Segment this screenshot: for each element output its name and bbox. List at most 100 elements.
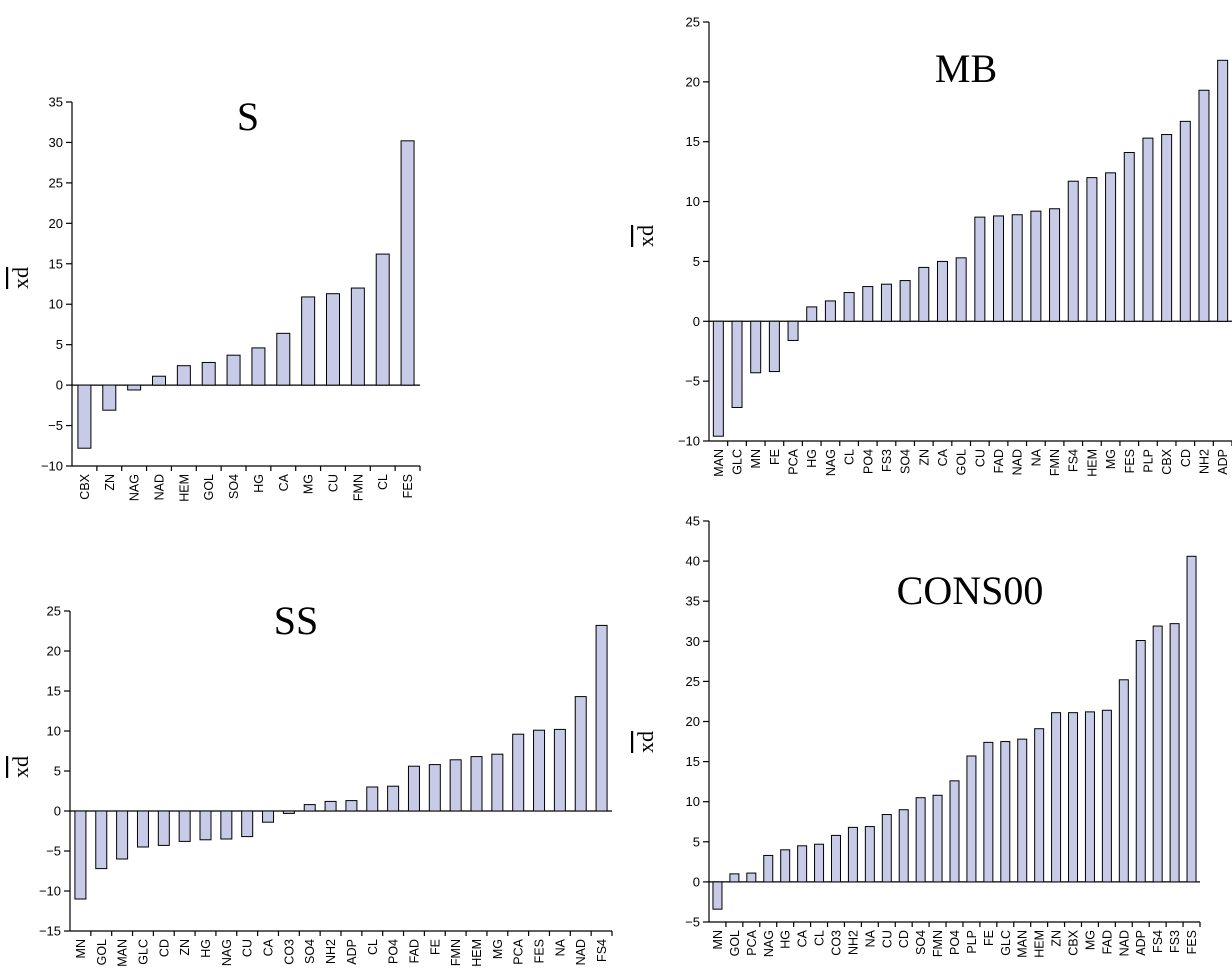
category-label: GOL xyxy=(95,939,109,965)
bar-fes xyxy=(1186,555,1197,883)
bar-fs4 xyxy=(595,624,608,812)
chart-title: MB xyxy=(935,46,997,91)
bar-nag xyxy=(824,300,836,322)
y-tick-label: 30 xyxy=(49,135,63,150)
category-label: GOL xyxy=(202,474,216,500)
bar-hg xyxy=(199,810,212,841)
bar-glc xyxy=(136,810,149,848)
y-tick-label: −10 xyxy=(39,884,61,899)
category-label: SO4 xyxy=(899,449,913,474)
y-tick-label: 20 xyxy=(49,216,63,231)
chart-panel-ss: −15 −10 −5 0 5 10 15 20 25 MN GOL MAN GLC CD ZN HG NAG CU… xyxy=(8,598,613,967)
category-label: CA xyxy=(262,938,276,956)
category-label: MN xyxy=(711,930,725,949)
y-tick-label: −5 xyxy=(48,418,63,433)
bar-po4 xyxy=(949,780,960,883)
category-label: MN xyxy=(749,449,763,468)
category-label: MG xyxy=(1104,449,1118,469)
category-label: FE xyxy=(428,939,442,955)
category-label: GOL xyxy=(728,930,742,956)
y-tick-label: 0 xyxy=(54,804,61,819)
bar-po4 xyxy=(862,286,874,322)
category-label: CA xyxy=(796,929,810,947)
bar-ca xyxy=(276,332,291,386)
category-label: FAD xyxy=(407,939,421,963)
category-label: MN xyxy=(74,939,88,958)
y-tick-label: 0 xyxy=(693,874,700,889)
bar-na xyxy=(553,728,566,812)
bar-zn xyxy=(918,266,930,322)
chart-panel-mb: −10 −5 0 5 10 15 20 25 MAN GLC MN FE PCA HG NAG CL PO4 FS… xyxy=(633,15,1232,477)
bar-fmn xyxy=(449,759,462,812)
bar-fad xyxy=(993,215,1005,322)
bar-plp xyxy=(966,755,977,883)
chart-panel-cons00: −5 0 5 10 15 20 25 30 35 40 45 MN GOL PCA NAG HG CA CL CO3… xyxy=(633,514,1201,958)
bar-man xyxy=(712,320,724,437)
bar-nad xyxy=(1118,679,1129,883)
chart-title: SS xyxy=(274,598,319,643)
category-label: FS3 xyxy=(1168,930,1182,953)
category-label: FE xyxy=(982,930,996,946)
bar-nh2 xyxy=(1198,89,1210,322)
category-label: HEM xyxy=(177,474,191,502)
category-label: MG xyxy=(491,939,505,959)
bar-zn xyxy=(102,384,117,411)
bar-pca xyxy=(512,733,525,812)
bar-cu xyxy=(326,293,340,386)
bar-fmn xyxy=(350,287,365,386)
category-label: HEM xyxy=(1085,449,1099,477)
y-tick-label: −5 xyxy=(685,915,700,930)
bar-mg xyxy=(1084,711,1095,883)
bar-so4 xyxy=(226,354,241,386)
y-tick-label: 10 xyxy=(686,194,700,209)
bar-fmn xyxy=(1049,208,1061,322)
category-label: HG xyxy=(252,474,266,493)
y-axis-label: xd xyxy=(8,267,33,289)
y-tick-label: 40 xyxy=(686,554,700,569)
bar-fe xyxy=(428,764,441,812)
bar-so4 xyxy=(915,797,926,883)
y-tick-label: −5 xyxy=(46,844,61,859)
category-label: NA xyxy=(863,929,877,947)
y-tick-label: 10 xyxy=(49,297,63,312)
bar-hem xyxy=(176,365,191,386)
category-label: MG xyxy=(1083,930,1097,950)
bar-gol xyxy=(201,361,216,386)
y-tick-label: 15 xyxy=(686,134,700,149)
y-tick-label: 0 xyxy=(56,378,63,393)
category-label: PO4 xyxy=(948,930,962,955)
bar-nh2 xyxy=(847,826,858,883)
category-label: FMN xyxy=(351,474,365,501)
category-label: CL xyxy=(813,930,827,946)
bar-nag xyxy=(220,810,233,840)
bar-co3 xyxy=(282,810,295,814)
category-label: NH2 xyxy=(324,939,338,964)
bar-cl xyxy=(814,843,825,883)
y-axis-label: xd xyxy=(633,225,658,247)
category-label: FES xyxy=(1185,930,1199,954)
category-label: CL xyxy=(376,474,390,490)
y-tick-label: 35 xyxy=(686,594,700,609)
y-tick-label: 25 xyxy=(47,604,61,619)
bar-ca xyxy=(262,810,275,823)
bar-nad xyxy=(574,696,587,812)
category-label: PLP xyxy=(965,930,979,954)
category-label: GLC xyxy=(999,930,1013,956)
category-label: SO4 xyxy=(227,474,241,499)
category-label: CBX xyxy=(78,473,92,499)
category-label: CO3 xyxy=(829,930,843,956)
bar-adp xyxy=(1217,59,1229,322)
category-label: HEM xyxy=(1033,930,1047,958)
category-label: PO4 xyxy=(861,449,875,474)
bar-so4 xyxy=(303,804,316,812)
category-label: CL xyxy=(366,939,380,955)
bar-man xyxy=(116,810,129,860)
category-label: HEM xyxy=(470,939,484,967)
category-label: NH2 xyxy=(1197,449,1211,474)
y-tick-label: 25 xyxy=(686,15,700,30)
category-label: FMN xyxy=(1048,449,1062,476)
category-label: PLP xyxy=(1141,449,1155,473)
category-label: PCA xyxy=(745,929,759,955)
category-label: ZN xyxy=(103,474,117,491)
category-label: ZN xyxy=(917,449,931,466)
